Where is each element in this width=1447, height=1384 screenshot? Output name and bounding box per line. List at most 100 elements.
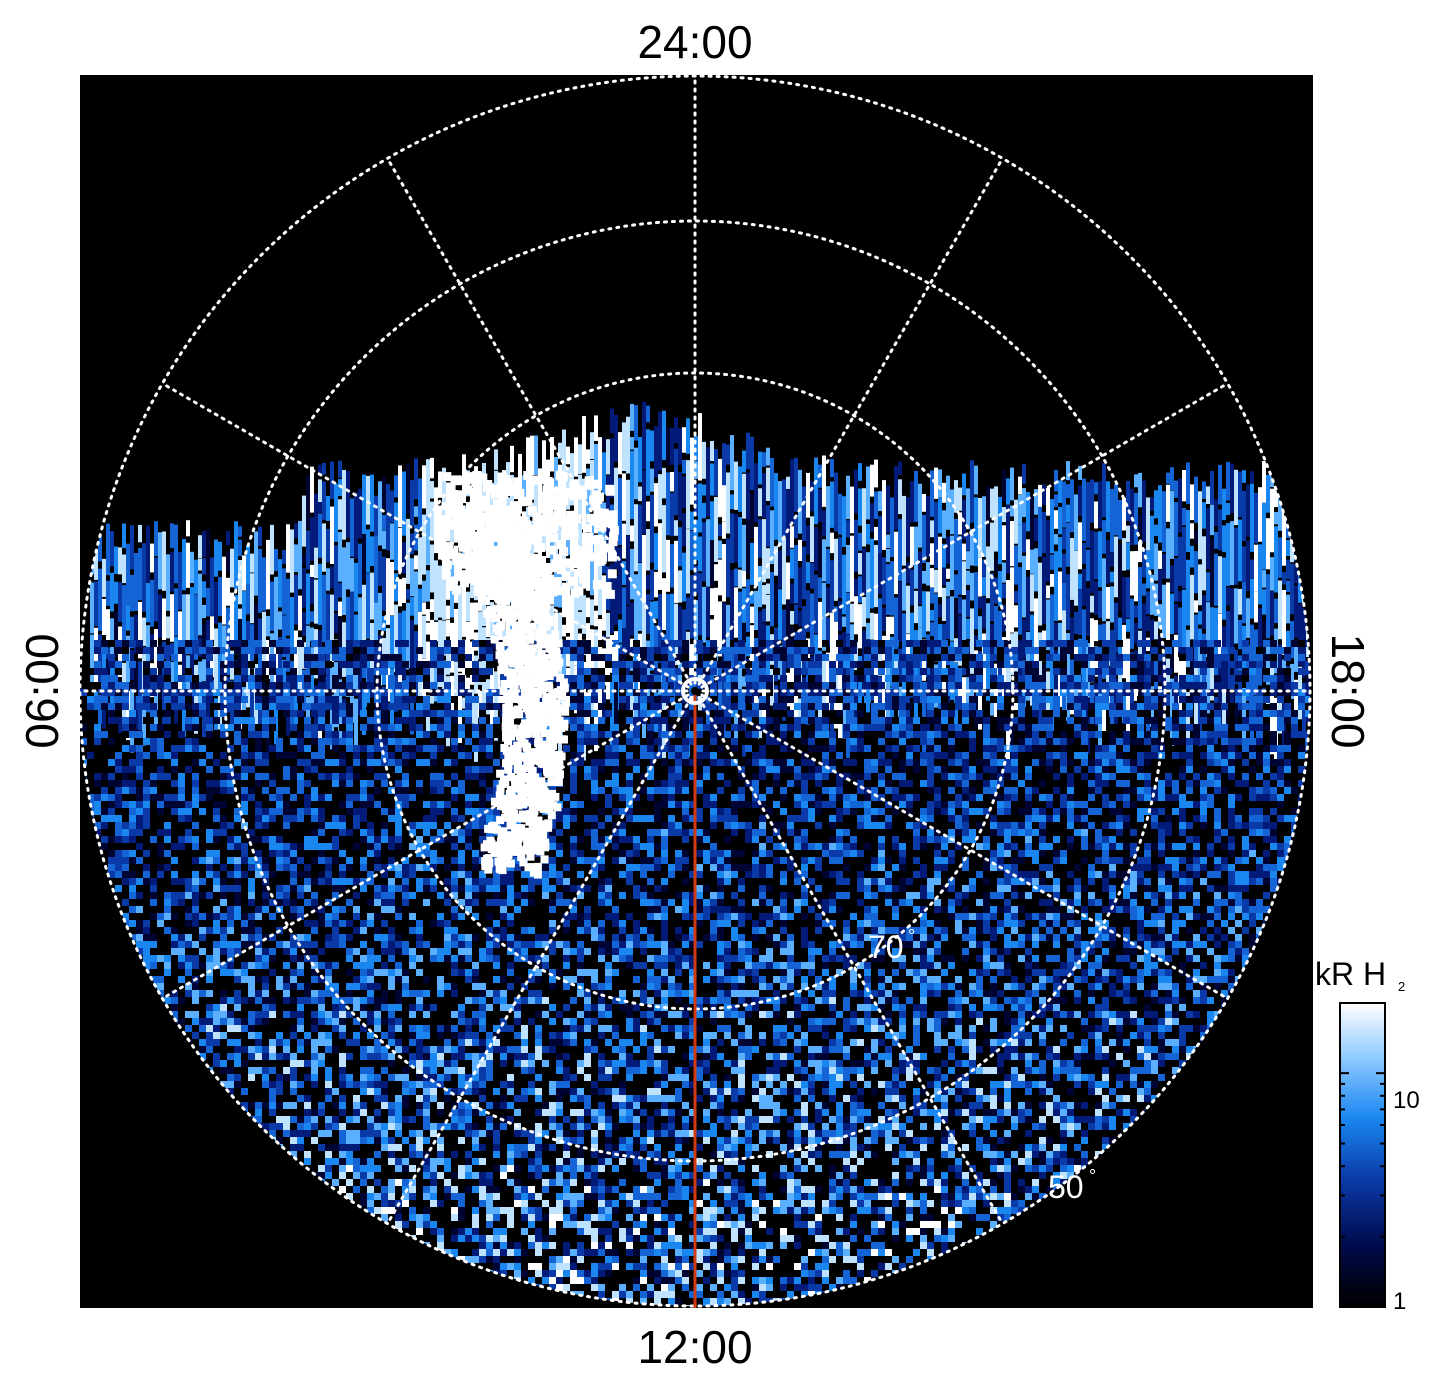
emission-streak [974, 465, 978, 495]
emission-pixel [1025, 822, 1032, 829]
emission-pixel [815, 815, 822, 822]
emission-pixel [227, 787, 234, 794]
emission-pixel [101, 647, 108, 654]
emission-pixel [1158, 787, 1165, 794]
emission-streak [822, 582, 826, 651]
emission-streak [1034, 548, 1038, 592]
emission-streak [1090, 530, 1094, 594]
emission-streak [590, 599, 594, 626]
emission-pixel [1270, 640, 1277, 647]
emission-pixel [1200, 661, 1207, 668]
emission-pixel [304, 752, 311, 759]
emission-pixel [325, 703, 332, 710]
emission-pixel [115, 780, 122, 787]
emission-streak [802, 606, 806, 670]
emission-pixel [157, 661, 164, 668]
emission-pixel [1235, 731, 1242, 738]
emission-streak [618, 619, 622, 643]
emission-pixel [255, 745, 262, 752]
emission-pixel [115, 668, 122, 675]
emission-pixel [1228, 675, 1235, 682]
emission-streak [1194, 600, 1198, 613]
emission-streak [1174, 603, 1178, 633]
emission-streak [798, 630, 802, 649]
emission-streak [1030, 574, 1034, 612]
emission-streak [1074, 641, 1078, 663]
emission-pixel [766, 752, 773, 759]
emission-pixel [1207, 759, 1214, 766]
emission-pixel [906, 780, 913, 787]
emission-pixel [850, 759, 857, 766]
emission-pixel [682, 780, 689, 787]
emission-pixel [1018, 801, 1025, 808]
emission-streak [914, 590, 918, 624]
emission-pixel [822, 738, 829, 745]
emission-pixel [1095, 731, 1102, 738]
emission-pixel [1186, 801, 1193, 808]
emission-pixel [164, 717, 171, 724]
emission-streak [1286, 580, 1290, 592]
emission-pixel [1116, 696, 1123, 703]
emission-pixel [255, 808, 262, 815]
emission-pixel [815, 654, 822, 661]
emission-pixel [178, 745, 185, 752]
emission-pixel [171, 752, 178, 759]
emission-pixel [486, 759, 493, 766]
emission-pixel [150, 843, 157, 850]
emission-pixel [598, 717, 605, 724]
emission-pixel [710, 815, 717, 822]
emission-streak [886, 616, 890, 645]
emission-pixel [227, 724, 234, 731]
emission-pixel [1270, 794, 1277, 801]
emission-pixel [374, 836, 381, 843]
emission-pixel [325, 647, 332, 654]
emission-pixel [990, 752, 997, 759]
emission-pixel [136, 752, 143, 759]
emission-pixel [815, 836, 822, 843]
emission-streak [638, 437, 642, 483]
emission-pixel [1018, 780, 1025, 787]
emission-pixel [1284, 745, 1291, 752]
emission-pixel [850, 661, 857, 668]
emission-streak [390, 615, 394, 662]
emission-pixel [150, 682, 157, 689]
emission-streak [898, 479, 902, 515]
emission-streak [658, 411, 662, 471]
emission-pixel [150, 738, 157, 745]
emission-pixel [206, 794, 213, 801]
emission-streak [718, 663, 722, 714]
emission-streak [1010, 505, 1014, 517]
emission-pixel [619, 703, 626, 710]
emission-pixel [409, 717, 416, 724]
emission-streak [1082, 568, 1086, 606]
emission-streak [838, 601, 842, 631]
emission-pixel [115, 836, 122, 843]
emission-pixel [857, 731, 864, 738]
emission-streak [170, 523, 174, 549]
emission-streak [1070, 659, 1074, 686]
emission-pixel [1102, 836, 1109, 843]
emission-pixel [367, 794, 374, 801]
emission-pixel [423, 675, 430, 682]
emission-pixel [605, 703, 612, 710]
emission-pixel [808, 710, 815, 717]
emission-streak [966, 570, 970, 585]
emission-streak [962, 543, 966, 561]
emission-pixel [395, 766, 402, 773]
emission-pixel [94, 703, 101, 710]
emission-streak [402, 666, 406, 680]
emission-pixel [283, 696, 290, 703]
emission-streak [886, 549, 890, 563]
emission-pixel [1053, 661, 1060, 668]
emission-pixel [857, 766, 864, 773]
emission-pixel [1137, 682, 1144, 689]
emission-streak [378, 551, 382, 586]
emission-pixel [444, 766, 451, 773]
emission-pixel [836, 808, 843, 815]
emission-pixel [1284, 731, 1291, 738]
emission-streak [1250, 471, 1254, 484]
emission-pixel [1207, 647, 1214, 654]
emission-pixel [1088, 668, 1095, 675]
emission-pixel [185, 696, 192, 703]
emission-pixel [227, 836, 234, 843]
